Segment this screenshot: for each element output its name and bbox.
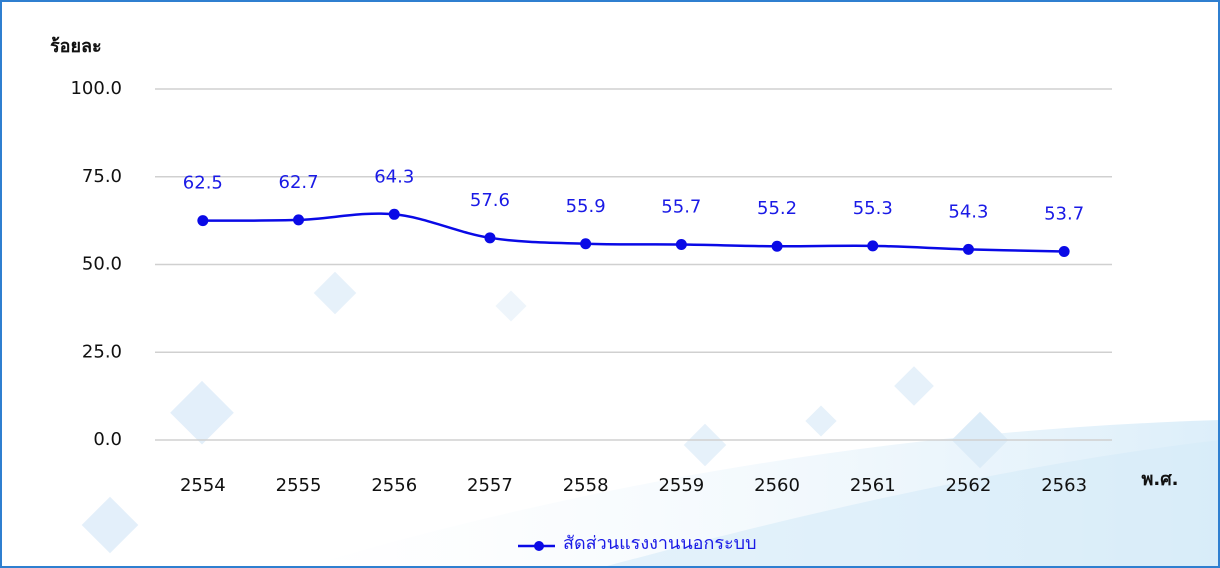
data-point: [771, 240, 783, 252]
series-line: [202, 212, 1065, 253]
data-label: 57.6: [470, 190, 510, 211]
data-point: [580, 238, 592, 250]
data-point: [1058, 246, 1070, 258]
data-label: 64.3: [374, 166, 414, 187]
x-axis-label: พ.ศ.: [1142, 469, 1179, 490]
data-point: [867, 240, 879, 252]
y-tick-label: 100.0: [70, 78, 122, 99]
data-point: [197, 215, 209, 227]
y-tick-label: 75.0: [82, 166, 122, 187]
legend-label: สัดส่วนแรงงานนอกระบบ: [563, 533, 757, 554]
data-label: 54.3: [948, 201, 988, 222]
y-tick-label: 0.0: [93, 429, 122, 450]
x-tick-label: 2559: [658, 475, 704, 496]
data-label: 55.7: [661, 196, 701, 217]
data-point: [675, 238, 687, 250]
x-tick-label: 2562: [946, 475, 992, 496]
data-label: 55.9: [566, 196, 606, 217]
x-tick-label: 2556: [371, 475, 417, 496]
y-tick-label: 50.0: [82, 254, 122, 275]
data-label: 62.7: [279, 172, 319, 193]
legend-marker: [534, 541, 544, 551]
x-tick-label: 2560: [754, 475, 800, 496]
x-tick-label: 2558: [563, 475, 609, 496]
x-tick-label: 2561: [850, 475, 896, 496]
data-label: 55.2: [757, 198, 797, 219]
data-point: [484, 232, 496, 244]
data-point: [388, 208, 400, 220]
data-point: [293, 214, 305, 226]
data-label: 55.3: [853, 198, 893, 219]
x-tick-label: 2557: [467, 475, 513, 496]
x-tick-label: 2563: [1041, 475, 1087, 496]
data-point: [962, 243, 974, 255]
data-label: 53.7: [1044, 204, 1084, 225]
background-decoration: [81, 271, 1220, 568]
y-tick-label: 25.0: [82, 341, 122, 362]
data-label: 62.5: [183, 173, 223, 194]
y-axis-label: ร้อยละ: [50, 36, 102, 57]
x-tick-label: 2555: [276, 475, 322, 496]
x-tick-label: 2554: [180, 475, 226, 496]
